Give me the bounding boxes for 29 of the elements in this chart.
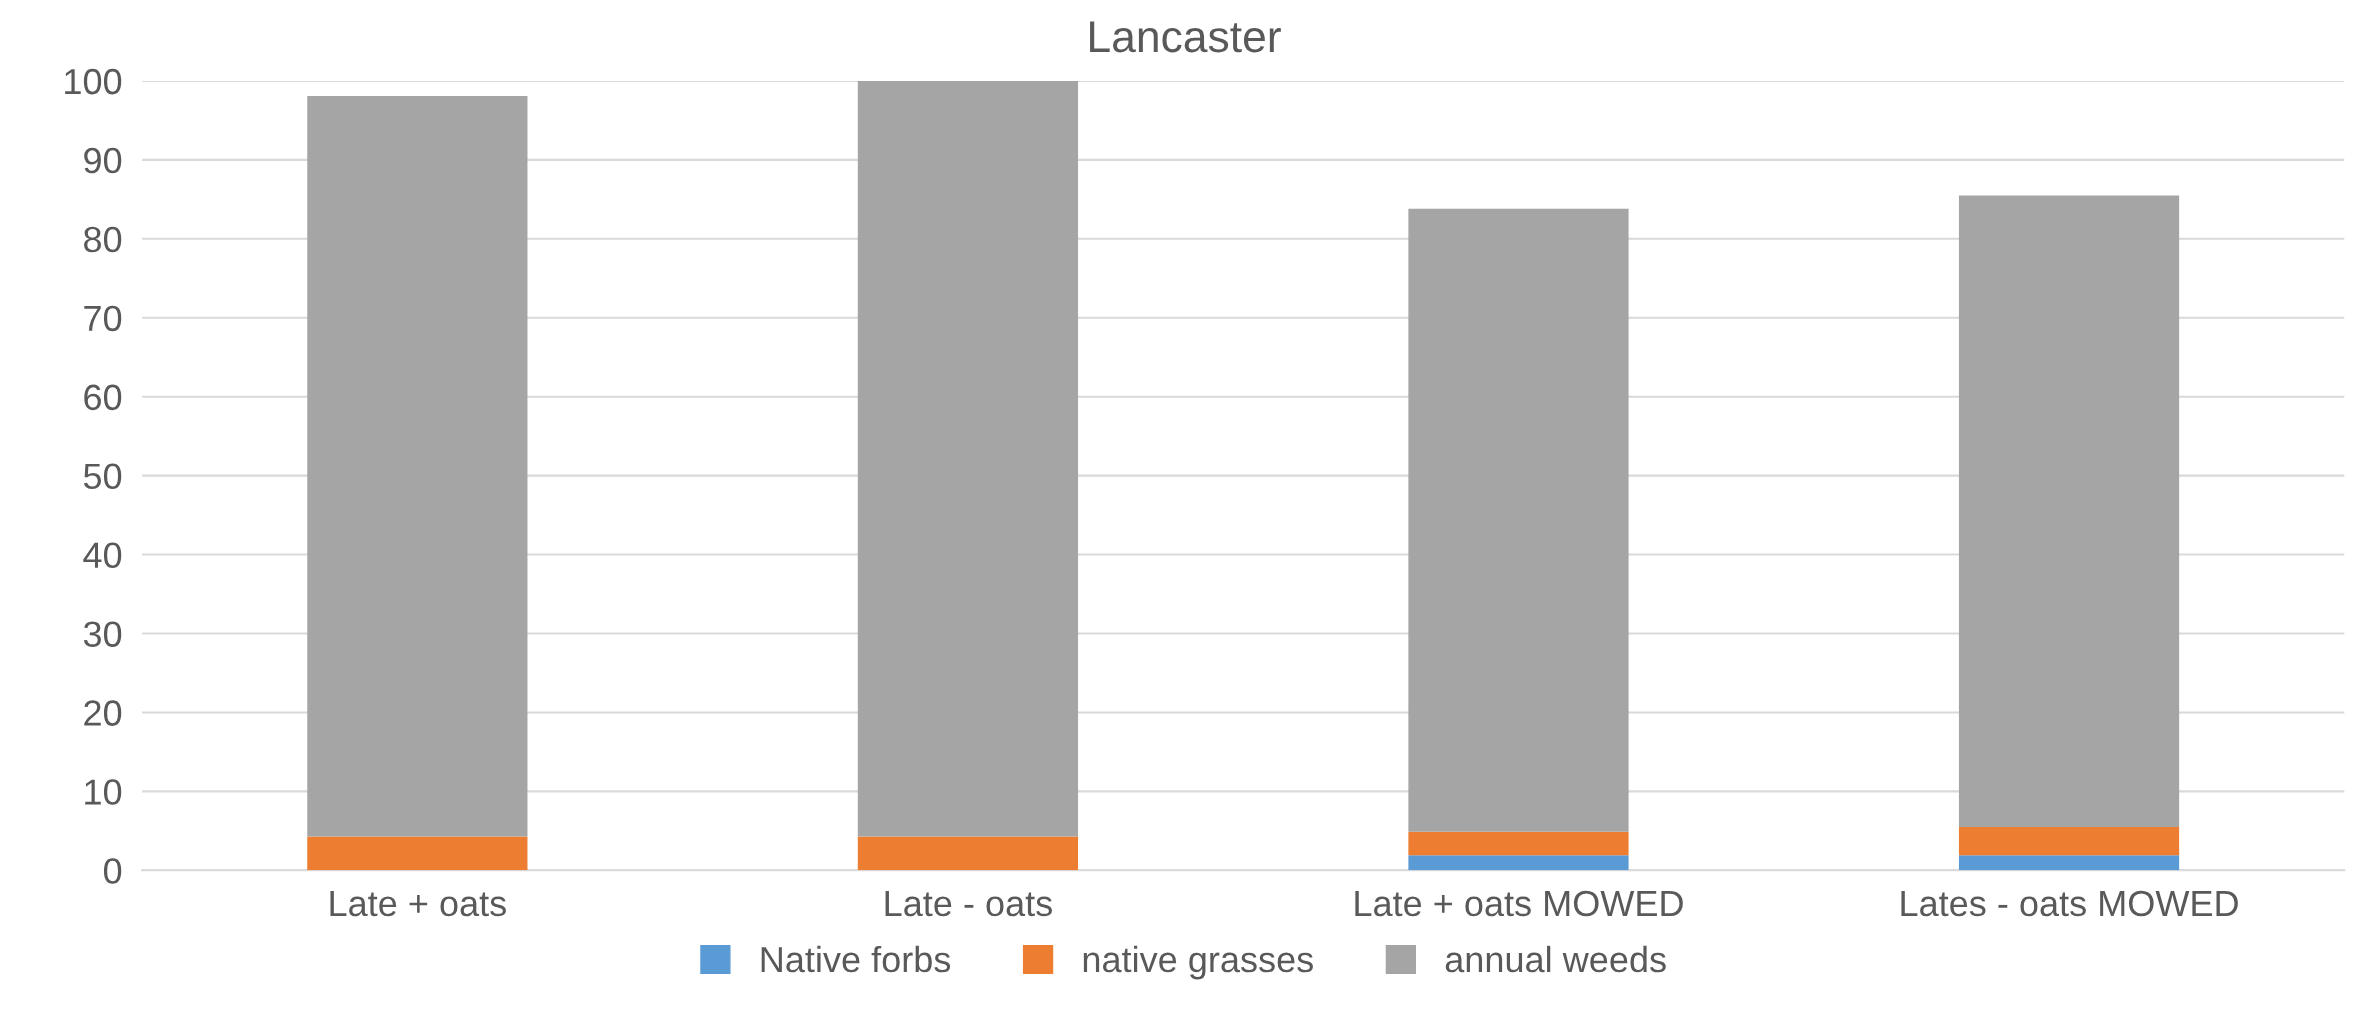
bar	[857, 836, 1079, 871]
x-tick-label: Late - oats	[885, 891, 1052, 917]
x-tick-label: Late + oats MOWED	[1355, 890, 1683, 917]
y-tick-label: 40	[83, 542, 122, 569]
legend-label: native grasses	[1083, 945, 1313, 980]
bar	[1408, 831, 1629, 856]
y-tick-label: 30	[83, 621, 122, 647]
chart-title: Lancaster	[1090, 21, 1281, 53]
bar	[1958, 826, 2180, 856]
legend-label: annual weeds	[1445, 945, 1666, 973]
bar	[1958, 195, 2180, 827]
bar	[1958, 855, 2180, 871]
bar	[1408, 855, 1629, 871]
y-tick-label: 60	[84, 384, 122, 411]
x-tick-label: Late + oats	[330, 891, 506, 917]
bar	[857, 80, 1079, 837]
y-tick-label: 50	[83, 463, 122, 490]
y-tick-label: 100	[65, 68, 122, 95]
x-tick-label: Lates - oats MOWED	[1901, 890, 2238, 917]
y-tick-label: 70	[84, 305, 122, 332]
legend-label: Native forbs	[761, 945, 951, 973]
y-tick-label: 90	[84, 147, 122, 174]
bar	[307, 836, 528, 871]
y-tick-label: 0	[103, 858, 122, 884]
y-tick-label: 20	[84, 700, 122, 726]
bar	[307, 95, 528, 837]
y-tick-label: 80	[84, 226, 122, 253]
bar	[1408, 208, 1629, 832]
y-tick-label: 10	[85, 779, 122, 805]
